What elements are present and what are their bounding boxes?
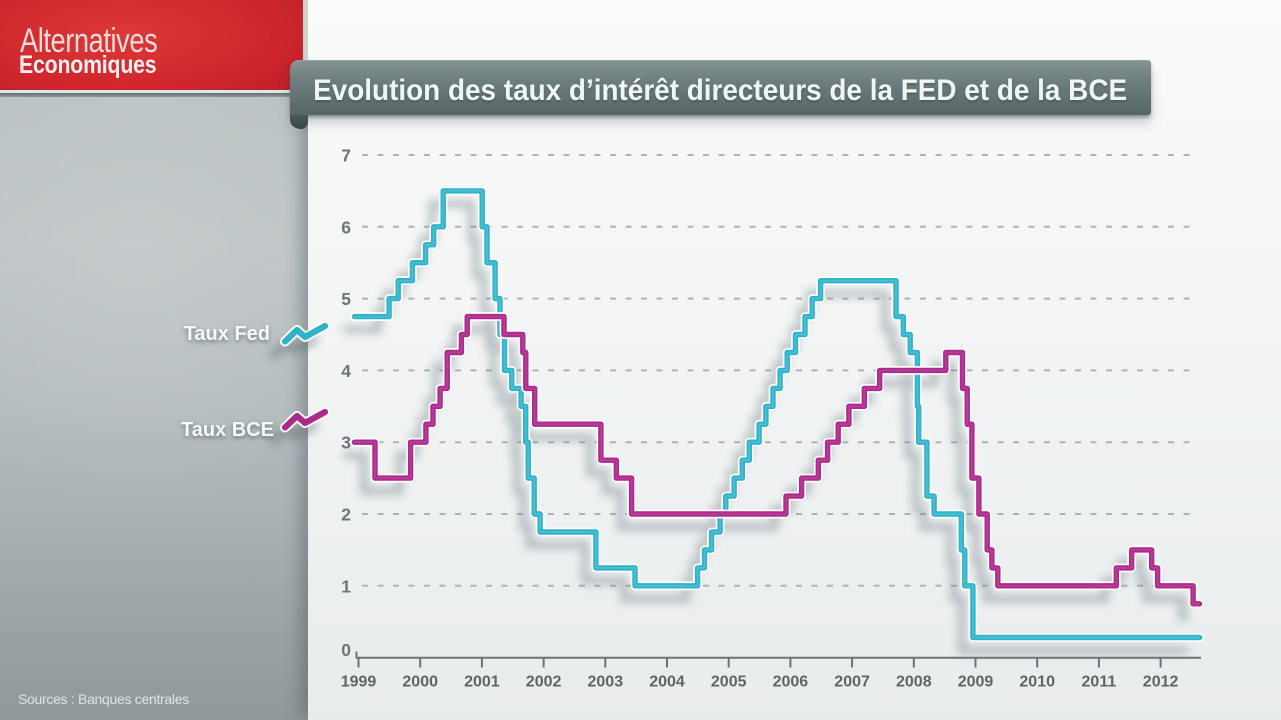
- svg-text:2000: 2000: [402, 674, 438, 691]
- svg-text:2009: 2009: [958, 674, 994, 691]
- svg-text:2003: 2003: [588, 674, 624, 691]
- svg-text:4: 4: [341, 361, 351, 381]
- svg-text:7: 7: [341, 146, 351, 166]
- svg-text:1999: 1999: [341, 674, 377, 691]
- svg-text:2005: 2005: [711, 674, 747, 691]
- svg-text:0: 0: [341, 640, 351, 660]
- svg-text:6: 6: [341, 217, 351, 237]
- svg-text:2: 2: [341, 505, 351, 525]
- svg-text:2011: 2011: [1082, 674, 1117, 691]
- svg-text:2006: 2006: [773, 674, 809, 691]
- svg-text:3: 3: [341, 433, 351, 453]
- svg-text:2001: 2001: [464, 674, 500, 691]
- svg-text:2012: 2012: [1143, 674, 1179, 691]
- svg-text:2008: 2008: [896, 674, 932, 691]
- svg-text:2002: 2002: [526, 674, 562, 691]
- svg-text:2010: 2010: [1019, 674, 1055, 691]
- svg-text:2004: 2004: [649, 674, 685, 691]
- svg-text:1: 1: [341, 576, 351, 596]
- svg-text:5: 5: [341, 289, 351, 309]
- svg-text:2007: 2007: [834, 674, 870, 691]
